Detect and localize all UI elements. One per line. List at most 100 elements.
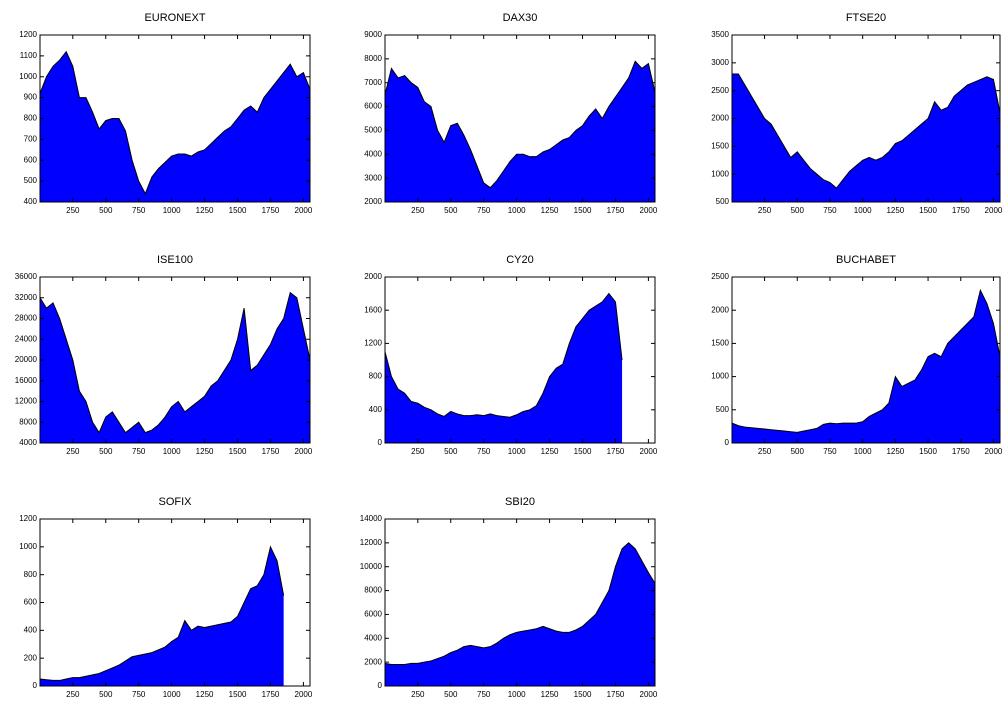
- x-tick-label: 1750: [262, 690, 280, 699]
- x-tick-label: 500: [99, 206, 113, 215]
- area-line: [39, 50, 311, 195]
- area-fill: [40, 292, 310, 443]
- x-tick-label: 1750: [262, 206, 280, 215]
- y-tick-label: 12000: [360, 538, 383, 547]
- x-tick-label: 250: [411, 447, 425, 456]
- x-tick-label: 1500: [229, 206, 247, 215]
- area-line: [39, 545, 285, 681]
- area-line: [384, 60, 656, 189]
- area-fill: [385, 542, 655, 686]
- x-tick-label: 1000: [508, 206, 526, 215]
- x-tick-label: 250: [66, 690, 80, 699]
- panel: EURONEXT 400 500 600 700 800 900 1000 1100 1200 25…: [19, 12, 313, 215]
- x-tick-label: 1750: [607, 206, 625, 215]
- y-tick-label: 1600: [364, 305, 382, 314]
- x-tick-label: 1250: [541, 206, 559, 215]
- y-tick-label: 500: [24, 176, 38, 185]
- y-tick-label: 4000: [19, 438, 37, 447]
- x-tick-label: 1250: [196, 206, 214, 215]
- x-tick-label: 1250: [196, 447, 214, 456]
- x-tick-label: 500: [444, 690, 458, 699]
- y-tick-label: 6000: [364, 610, 382, 619]
- y-tick-label: 2000: [364, 272, 382, 281]
- y-tick-label: 400: [24, 197, 38, 206]
- x-tick-label: 250: [66, 206, 80, 215]
- chart-title: DAX30: [503, 12, 538, 24]
- plot-frame: [384, 518, 656, 687]
- y-tick-label: 8000: [364, 586, 382, 595]
- chart-title: SBI20: [505, 496, 535, 508]
- x-tick-label: 1000: [163, 447, 181, 456]
- plot-frame: [384, 276, 656, 444]
- x-tick-label: 2000: [985, 447, 1003, 456]
- x-tick-label: 1250: [541, 690, 559, 699]
- y-tick-label: 900: [24, 93, 38, 102]
- x-tick-label: 250: [411, 206, 425, 215]
- x-tick-label: 750: [823, 206, 837, 215]
- x-tick-label: 2000: [295, 447, 313, 456]
- panel: CY20 0 400 800 1200 1600 2000 250 500 750 1000 1250…: [364, 254, 658, 456]
- y-tick-label: 800: [24, 114, 38, 123]
- plot-frame: [731, 276, 1001, 444]
- x-tick-label: 250: [411, 690, 425, 699]
- y-tick-label: 1000: [711, 372, 729, 381]
- y-tick-label: 28000: [15, 314, 38, 323]
- x-tick-label: 1250: [541, 447, 559, 456]
- y-tick-label: 600: [24, 155, 38, 164]
- y-tick-label: 800: [24, 570, 38, 579]
- y-tick-label: 1500: [711, 141, 729, 150]
- panel: ISE100 4000 8000 12000 16000 20000 24000 28000 3…: [15, 254, 313, 456]
- chart-title: SOFIX: [158, 496, 192, 508]
- area-line: [731, 288, 1001, 433]
- x-tick-label: 1500: [574, 447, 592, 456]
- area-line: [732, 73, 1001, 189]
- x-tick-label: 1750: [262, 447, 280, 456]
- x-tick-label: 250: [758, 447, 772, 456]
- panel: SOFIX 0 200 400 600 800 1000 1200 250 500 750 1000 1…: [19, 496, 313, 699]
- x-tick-label: 500: [99, 690, 113, 699]
- y-tick-label: 32000: [15, 293, 38, 302]
- y-tick-label: 12000: [15, 397, 38, 406]
- panel: BUCHABET 0 500 1000 1500 2000 2500 250 500 750 100…: [711, 254, 1003, 456]
- y-tick-label: 2000: [711, 305, 729, 314]
- x-tick-label: 500: [791, 447, 805, 456]
- y-tick-label: 0: [378, 681, 383, 690]
- x-tick-label: 2000: [640, 206, 658, 215]
- x-tick-label: 1750: [607, 447, 625, 456]
- x-tick-label: 1500: [574, 206, 592, 215]
- x-tick-label: 1000: [854, 206, 872, 215]
- x-tick-label: 250: [66, 447, 80, 456]
- y-tick-label: 3000: [364, 173, 382, 182]
- y-tick-label: 8000: [364, 54, 382, 63]
- x-tick-label: 1250: [196, 690, 214, 699]
- area-line: [39, 291, 311, 434]
- y-tick-label: 9000: [364, 30, 382, 39]
- y-tick-label: 700: [24, 134, 38, 143]
- panel: SBI20 0 2000 4000 6000 8000 10000 12000 14000 250…: [360, 496, 658, 699]
- area-line: [384, 542, 656, 666]
- x-tick-label: 500: [99, 447, 113, 456]
- y-tick-label: 3000: [711, 58, 729, 67]
- x-tick-label: 500: [444, 447, 458, 456]
- y-tick-label: 14000: [360, 514, 383, 523]
- y-tick-label: 36000: [15, 272, 38, 281]
- y-tick-label: 2000: [711, 114, 729, 123]
- x-tick-label: 1750: [607, 690, 625, 699]
- y-tick-label: 2000: [364, 657, 382, 666]
- y-tick-label: 10000: [360, 562, 383, 571]
- chart-title: FTSE20: [846, 12, 886, 24]
- x-tick-label: 750: [823, 447, 837, 456]
- chart-title: EURONEXT: [144, 12, 205, 24]
- y-tick-label: 0: [33, 681, 38, 690]
- chart-title: BUCHABET: [836, 254, 896, 266]
- chart-title: CY20: [506, 254, 534, 266]
- x-tick-label: 750: [477, 447, 491, 456]
- y-tick-label: 600: [24, 598, 38, 607]
- y-tick-label: 3500: [711, 30, 729, 39]
- x-tick-label: 750: [132, 206, 146, 215]
- y-tick-label: 4000: [364, 149, 382, 158]
- y-tick-label: 24000: [15, 334, 38, 343]
- y-tick-label: 8000: [19, 417, 37, 426]
- y-tick-label: 7000: [364, 78, 382, 87]
